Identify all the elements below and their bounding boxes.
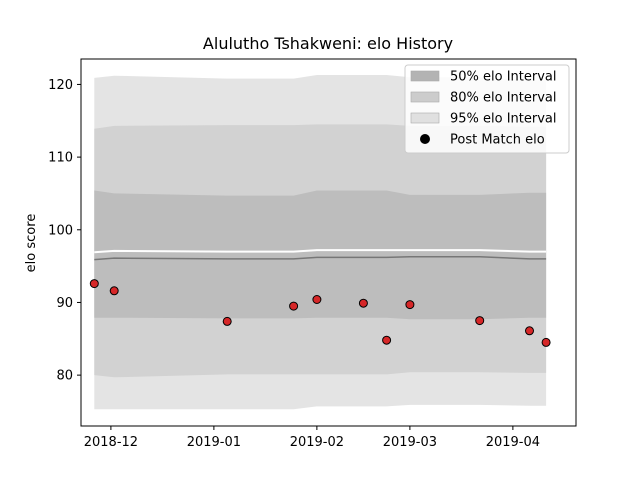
post-match-point (382, 335, 392, 345)
post-match-point (109, 286, 119, 296)
post-match-point (222, 316, 232, 326)
x-tick-label: 2019-04 (486, 435, 540, 450)
legend-marker (420, 134, 430, 144)
x-tick-label: 2019-03 (383, 435, 437, 450)
legend-swatch (410, 91, 440, 103)
y-tick-label: 100 (48, 223, 73, 238)
post-match-point (475, 316, 485, 326)
legend-swatch (410, 70, 440, 82)
x-tick-label: 2018-12 (84, 435, 138, 450)
y-tick-label: 90 (56, 296, 73, 311)
post-match-point (89, 279, 99, 289)
interval-separator-line (94, 249, 547, 254)
y-axis-label: elo score (24, 214, 39, 273)
post-match-points (89, 279, 551, 347)
legend-swatch (410, 112, 440, 124)
post-match-point (358, 298, 368, 308)
chart-title: Alulutho Tshakweni: elo History (203, 34, 453, 53)
y-tick-label: 80 (56, 369, 73, 384)
legend-label: 80% elo Interval (450, 91, 557, 106)
axes-frame (80, 58, 577, 427)
y-tick-label: 110 (48, 151, 73, 166)
mean-elo-line (94, 255, 547, 261)
post-match-point (541, 337, 551, 347)
legend-box (404, 64, 570, 154)
legend-label: 95% elo Interval (450, 112, 557, 127)
band-50-interval (94, 190, 547, 320)
post-match-point (312, 295, 322, 304)
post-match-point (525, 326, 534, 336)
y-tick-label: 120 (48, 78, 73, 93)
x-tick-label: 2019-01 (187, 435, 241, 450)
legend: 50% elo Interval 80% elo Interval 95% elo … (404, 64, 570, 154)
post-match-point (405, 300, 415, 310)
post-match-point (289, 301, 299, 311)
legend-label: Post Match elo (450, 133, 545, 148)
x-tick-label: 2019-02 (290, 435, 344, 450)
legend-label: 50% elo Interval (450, 70, 557, 85)
axes: 80 90 100 110 120 2018-12 2019-01 2019-02 2019-0… (48, 58, 577, 450)
mean-elo-line (94, 249, 547, 261)
